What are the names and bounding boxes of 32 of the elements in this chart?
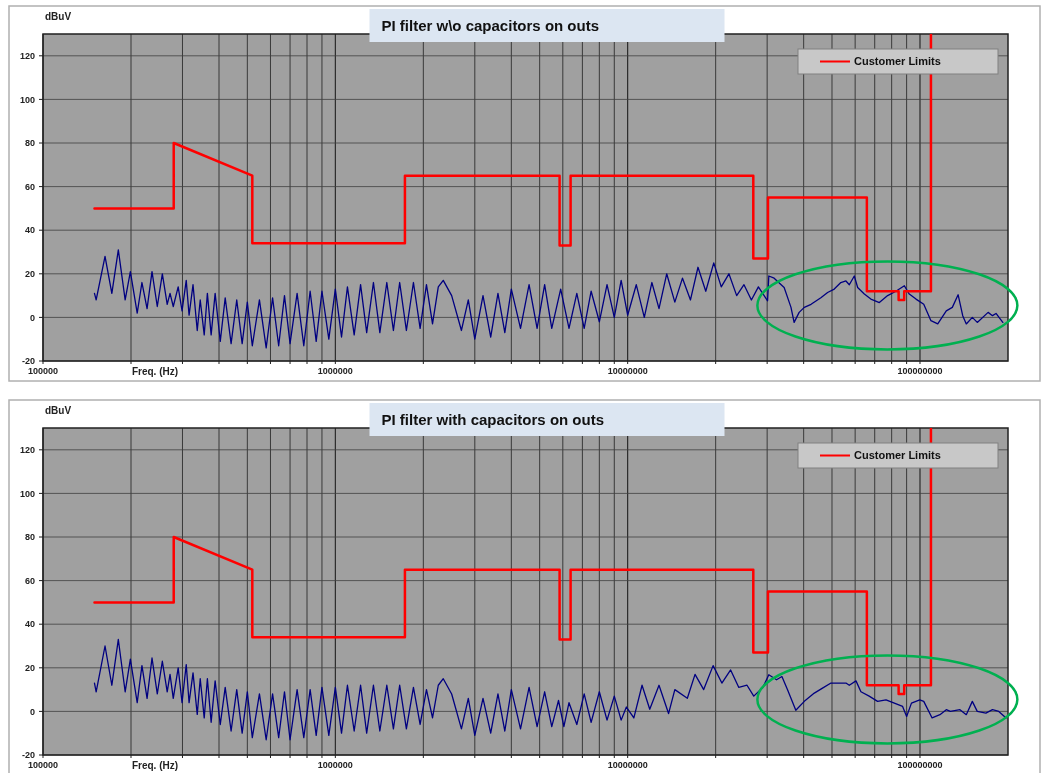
y-tick-label: 20 (24, 268, 35, 279)
y-axis-title: dBuV (45, 405, 72, 416)
x-axis-title: Freq. (Hz) (131, 366, 179, 377)
y-tick-label: 80 (24, 138, 35, 149)
y-tick-label: -20 (21, 750, 35, 761)
y-tick-label: 100 (19, 94, 35, 105)
chart-title: PI filter w\o capacitors on outs (381, 17, 600, 35)
y-tick-label: 20 (24, 662, 35, 673)
x-tick-label: 10000000 (607, 760, 648, 770)
y-tick-label: 40 (24, 225, 35, 236)
y-tick-label: 0 (29, 706, 35, 717)
x-tick-label: 100000000 (897, 760, 943, 770)
y-tick-label: 120 (19, 50, 35, 61)
y-tick-label: 40 (24, 619, 35, 630)
chart-title: PI filter with capacitors on outs (381, 411, 605, 429)
y-tick-label: 80 (24, 532, 35, 543)
x-tick-label: 1000000 (317, 760, 353, 770)
x-axis-title: Freq. (Hz) (131, 760, 179, 771)
y-tick-label: 60 (24, 181, 35, 192)
x-tick-label: 100000 (27, 760, 59, 770)
y-tick-label: 0 (29, 312, 35, 323)
y-axis-title: dBuV (45, 11, 72, 22)
x-tick-label: 100000000 (897, 366, 943, 376)
x-tick-label: 10000000 (607, 366, 648, 376)
y-tick-label: 120 (19, 444, 35, 455)
y-tick-label: 100 (19, 488, 35, 499)
y-tick-label: -20 (21, 356, 35, 367)
legend-label: Customer Limits (854, 55, 941, 68)
legend-label: Customer Limits (854, 449, 941, 462)
x-tick-label: 1000000 (317, 366, 353, 376)
y-tick-label: 60 (24, 575, 35, 586)
x-tick-label: 100000 (27, 366, 59, 376)
